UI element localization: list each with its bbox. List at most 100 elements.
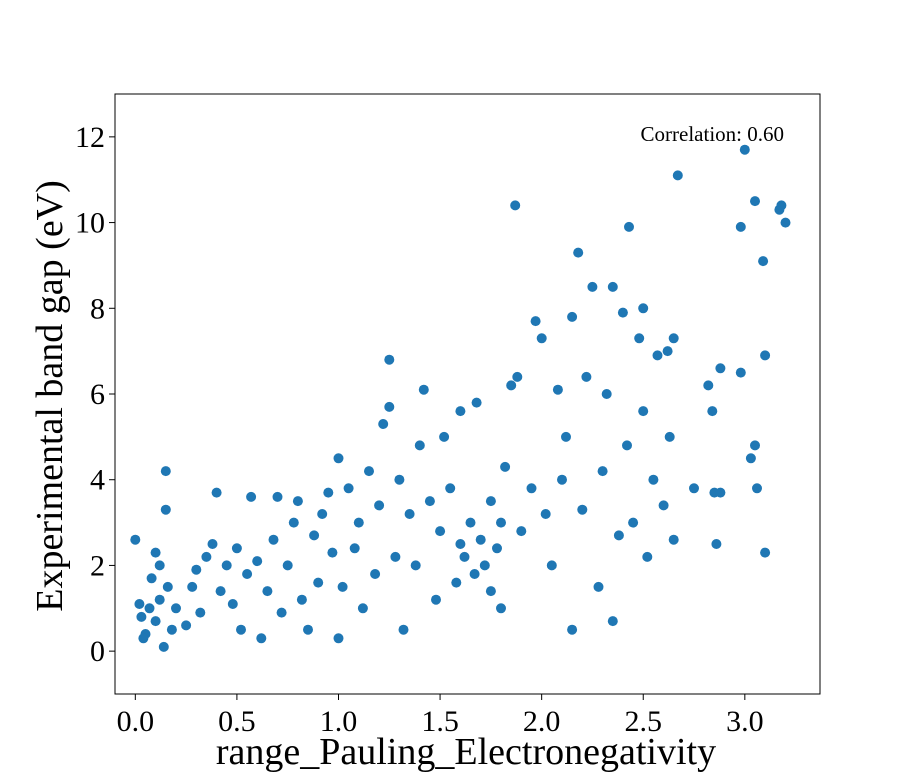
data-point	[573, 247, 584, 258]
data-point	[154, 560, 165, 571]
data-point	[374, 500, 385, 511]
data-point	[624, 221, 634, 232]
data-point	[516, 526, 527, 537]
data-point	[552, 384, 563, 395]
data-point	[668, 333, 679, 344]
data-point	[607, 616, 618, 627]
data-point	[638, 406, 649, 417]
data-point	[357, 603, 368, 614]
x-tick-label: 1.0	[320, 705, 358, 738]
data-point	[317, 509, 328, 519]
y-axis-ticks: 0 2 4 6 8 10 12	[75, 121, 115, 668]
data-point	[242, 569, 253, 579]
data-point	[617, 307, 628, 318]
correlation-annotation: Correlation: 0.60	[641, 122, 784, 146]
data-point	[715, 487, 726, 498]
data-point	[745, 453, 756, 464]
data-point	[479, 560, 490, 571]
data-point	[652, 350, 663, 361]
data-point	[634, 333, 645, 344]
data-point	[536, 333, 547, 344]
data-point	[439, 431, 450, 442]
data-point	[353, 517, 364, 528]
x-tick-label: 1.5	[421, 705, 459, 738]
data-point	[394, 474, 405, 485]
data-point	[384, 401, 395, 412]
data-point	[496, 517, 506, 528]
data-point	[776, 200, 787, 211]
data-point	[272, 491, 283, 502]
data-point	[780, 217, 791, 228]
data-point	[648, 474, 659, 485]
data-point	[207, 539, 218, 549]
data-point	[211, 487, 222, 498]
data-point	[296, 594, 307, 605]
data-point	[162, 581, 173, 592]
data-point	[282, 560, 293, 571]
scatter-points	[130, 144, 791, 652]
data-point	[256, 633, 267, 644]
data-point	[333, 453, 344, 464]
y-tick-label: 8	[90, 292, 105, 325]
data-point	[750, 440, 760, 451]
data-point	[138, 633, 149, 644]
plot-frame	[114, 93, 821, 695]
data-point	[227, 599, 238, 609]
data-point	[739, 144, 750, 155]
data-point	[628, 517, 639, 528]
data-point	[587, 281, 598, 292]
data-point	[613, 530, 624, 541]
data-point	[496, 603, 506, 614]
data-point	[510, 200, 521, 211]
data-point	[171, 603, 181, 614]
data-point	[414, 440, 425, 451]
data-point	[715, 363, 726, 374]
x-tick-label: 0.0	[117, 705, 155, 738]
data-point	[567, 624, 578, 635]
data-point	[622, 440, 632, 451]
data-point	[492, 543, 502, 554]
data-point	[593, 581, 604, 592]
y-tick-label: 2	[90, 549, 105, 582]
data-point	[349, 543, 360, 554]
data-point	[410, 560, 421, 571]
data-point	[215, 586, 226, 597]
data-point	[642, 551, 653, 562]
data-point	[760, 547, 771, 558]
y-tick-label: 4	[90, 464, 105, 497]
y-axis-label: Experimental band gap (eV)	[29, 180, 71, 612]
data-point	[577, 504, 588, 515]
data-point	[711, 539, 722, 549]
data-point	[236, 624, 246, 635]
x-axis-ticks: 0.0 0.5 1.0 1.5 2.0 2.5 3.0	[117, 694, 764, 738]
y-tick-label: 10	[75, 207, 105, 240]
x-tick-label: 3.0	[726, 705, 764, 738]
data-point	[512, 371, 523, 382]
data-point	[303, 624, 313, 635]
data-point	[187, 581, 198, 592]
data-point	[597, 466, 608, 477]
data-point	[750, 196, 760, 207]
data-point	[506, 380, 517, 391]
x-axis-label: range_Pauling_Electronegativity	[216, 731, 716, 773]
data-point	[378, 419, 389, 429]
data-point	[445, 483, 456, 494]
data-point	[390, 551, 401, 562]
data-point	[485, 586, 496, 597]
data-point	[370, 569, 381, 579]
data-point	[465, 517, 476, 528]
data-point	[707, 406, 718, 417]
data-point	[181, 620, 192, 631]
data-point	[662, 346, 673, 357]
data-point	[246, 491, 257, 502]
data-point	[658, 500, 669, 511]
data-point	[567, 311, 578, 322]
data-point	[601, 389, 612, 399]
x-tick-label: 2.5	[624, 705, 662, 738]
data-point	[540, 509, 551, 519]
data-point	[364, 466, 374, 477]
data-point	[546, 560, 557, 571]
data-point	[459, 551, 470, 562]
data-point	[268, 534, 279, 545]
